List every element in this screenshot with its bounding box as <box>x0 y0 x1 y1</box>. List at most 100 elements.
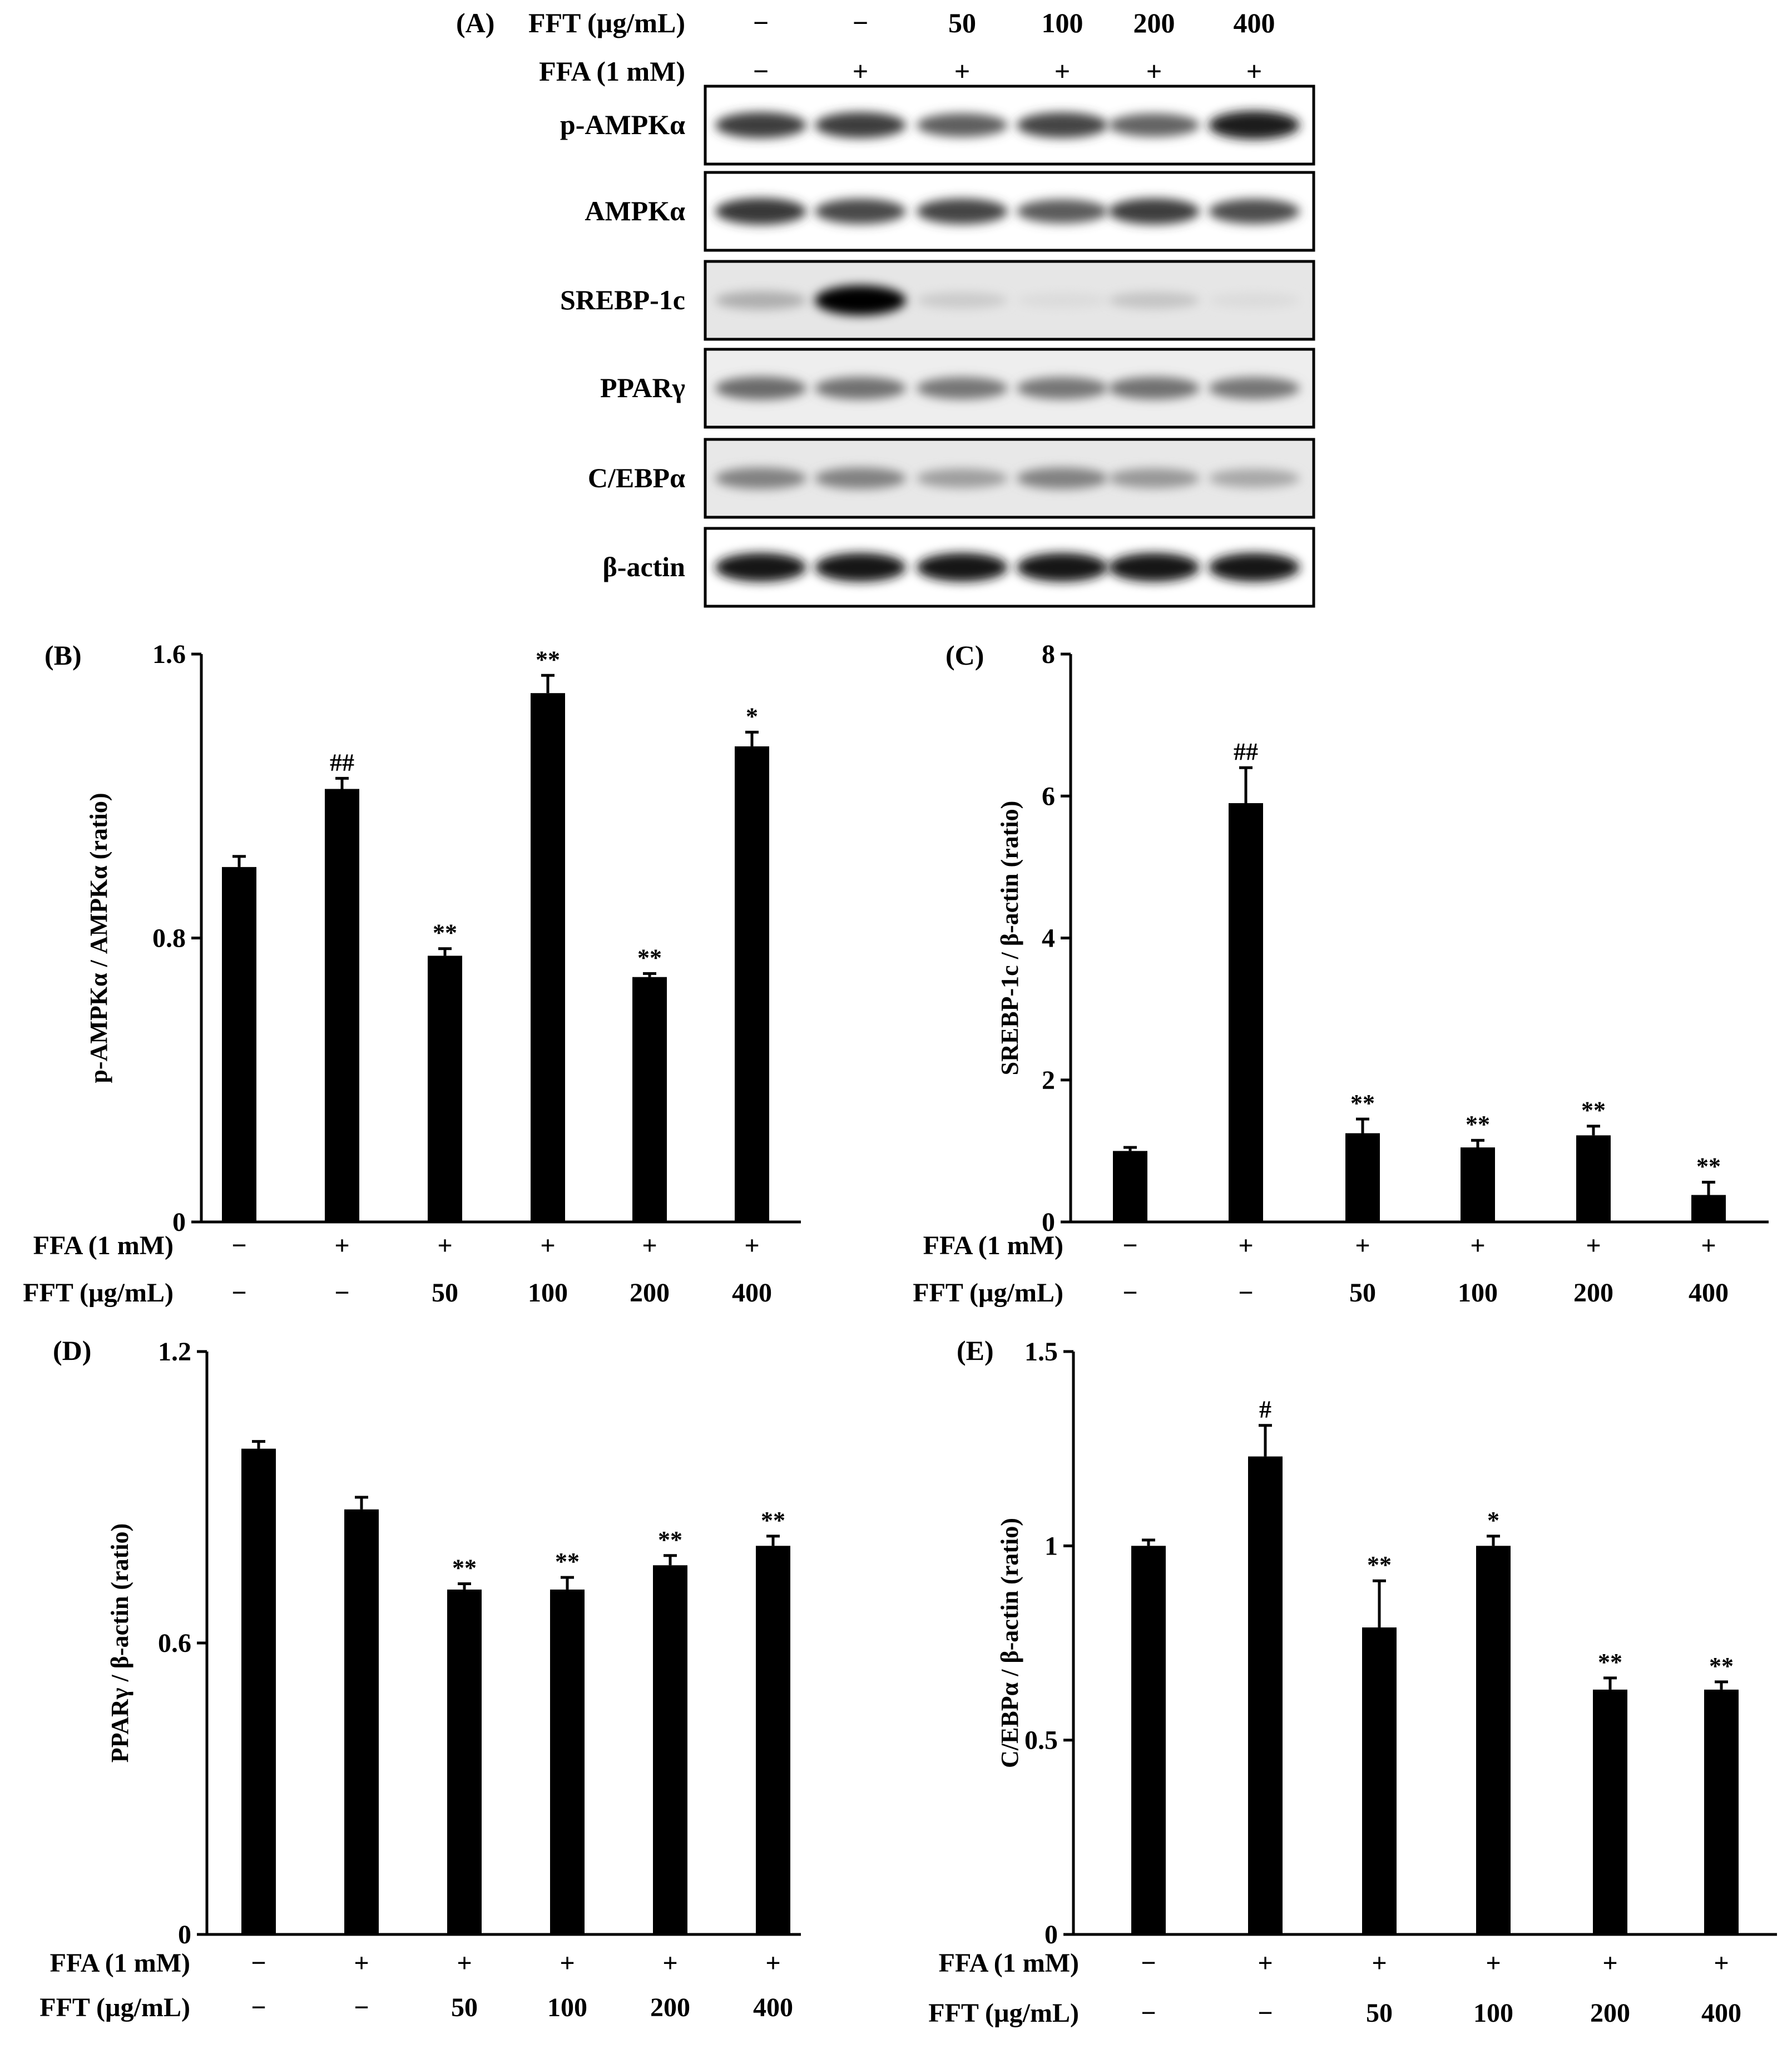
panel-label: (D) <box>53 1335 91 1366</box>
blot-header-fft-title: FFT (µg/mL) <box>528 7 685 38</box>
y-tick-label: 0.6 <box>158 1629 191 1658</box>
blot-band <box>815 199 906 224</box>
blot-band <box>715 553 806 582</box>
blot-label: p-AMPKα <box>560 109 685 140</box>
blot-band <box>715 467 806 489</box>
condition-value: − <box>231 1278 246 1308</box>
blot-row: AMPKα <box>585 171 1315 252</box>
condition-value: + <box>1602 1948 1617 1978</box>
blot-band <box>1017 112 1108 138</box>
condition-value: 50 <box>1349 1278 1376 1308</box>
significance-marker: ** <box>1466 1111 1490 1138</box>
bar <box>344 1509 379 1934</box>
bar <box>1461 1147 1495 1222</box>
condition-value: + <box>765 1948 780 1978</box>
y-tick-label: 1.2 <box>158 1337 191 1367</box>
y-tick-label: 1.5 <box>1024 1337 1058 1367</box>
condition-title: FFA (1 mM) <box>33 1231 174 1260</box>
blot-band <box>815 112 906 138</box>
blot-band <box>1209 199 1300 224</box>
panel-a-label: (A) <box>456 7 494 38</box>
significance-marker: # <box>1259 1396 1271 1423</box>
condition-value: 100 <box>547 1993 587 2022</box>
condition-value: 400 <box>1701 1998 1741 2028</box>
condition-value: 50 <box>1366 1998 1393 2028</box>
bar <box>632 977 667 1222</box>
bar <box>428 956 462 1222</box>
chart-panel: (D) 0 0.6 1.2 PPARγ / β-actin (ratio) ** ** ** *… <box>39 1335 801 2022</box>
panel-label: (E) <box>957 1335 994 1366</box>
blot-header-ffa-title: FFA (1 mM) <box>539 56 685 87</box>
condition-value: − <box>251 1948 266 1978</box>
blot-header-ffa-value: + <box>1246 56 1263 87</box>
significance-marker: ** <box>452 1554 477 1581</box>
condition-title: FFA (1 mM) <box>923 1231 1063 1260</box>
condition-title: FFA (1 mM) <box>939 1948 1079 1978</box>
panel-label: (C) <box>945 640 984 671</box>
blot-band <box>917 113 1008 137</box>
blot-band <box>917 377 1008 399</box>
condition-value: + <box>662 1948 677 1978</box>
blot-header-row-ffa: FFA (1 mM) − + + + + + <box>539 56 1262 87</box>
condition-title: FFT (µg/mL) <box>23 1278 174 1308</box>
condition-value: + <box>1258 1948 1273 1978</box>
blot-band <box>1108 468 1200 488</box>
blot-header-fft-value: 50 <box>948 7 976 38</box>
bar <box>447 1589 482 1934</box>
condition-value: 400 <box>753 1993 793 2022</box>
condition-value: 200 <box>650 1993 690 2022</box>
bar <box>550 1589 585 1934</box>
bar <box>1362 1627 1397 1934</box>
significance-marker: ** <box>1581 1097 1606 1124</box>
bar-chart-panels: (B)00.81.6p-AMPKα / AMPKα (ratio)##*****… <box>23 640 1777 2028</box>
blot-band <box>1017 467 1108 489</box>
condition-value: − <box>1122 1278 1137 1308</box>
condition-title: FFT (µg/mL) <box>913 1278 1063 1308</box>
y-tick-label: 0 <box>1042 1207 1055 1237</box>
y-tick-label: 0.8 <box>152 924 186 953</box>
blot-band <box>1209 111 1300 140</box>
chart-panel: (C) 0 2 4 6 8 SREBP-1c / β-actin (ratio) ## ** **… <box>913 640 1769 1308</box>
bar <box>1131 1546 1166 1934</box>
y-tick-label: 6 <box>1042 781 1055 811</box>
condition-value: 100 <box>1473 1998 1513 2028</box>
y-tick-label: 2 <box>1042 1066 1055 1095</box>
western-blot-panel: (A) FFT (µg/mL) − − 50 100 200 400 FFA (… <box>456 7 1315 608</box>
blot-rows: p-AMPKα AMPKα SREBP-1c PPARγ C/EBPα β-actin <box>560 85 1315 608</box>
significance-marker: ** <box>1367 1551 1392 1578</box>
bar <box>531 693 565 1222</box>
bar <box>1248 1456 1283 1934</box>
blot-label: SREBP-1c <box>560 284 685 315</box>
bar <box>222 867 256 1222</box>
condition-value: 200 <box>1590 1998 1630 2028</box>
blot-band <box>1017 553 1108 582</box>
blot-band <box>1209 469 1300 488</box>
blot-label: C/EBPα <box>588 462 685 493</box>
blot-label: AMPKα <box>585 195 685 226</box>
condition-value: + <box>1714 1948 1729 1978</box>
bar <box>1704 1689 1739 1934</box>
blot-header-fft-value: − <box>753 7 769 38</box>
blot-header-ffa-value: + <box>1146 56 1162 87</box>
significance-marker: * <box>1487 1507 1499 1534</box>
condition-value: + <box>1486 1948 1501 1978</box>
condition-value: 200 <box>1573 1278 1613 1308</box>
significance-marker: ## <box>330 749 354 776</box>
chart-panel: (B)00.81.6p-AMPKα / AMPKα (ratio)##*****… <box>23 640 801 1308</box>
y-tick-label: 0 <box>178 1920 191 1949</box>
y-tick-label: 0.5 <box>1024 1726 1058 1755</box>
blot-row: C/EBPα <box>588 438 1315 519</box>
y-axis-label: PPARγ / β-actin (ratio) <box>106 1523 133 1763</box>
blot-header-ffa-value: − <box>753 56 769 87</box>
condition-value: + <box>1372 1948 1387 1978</box>
blot-band <box>815 377 906 400</box>
bar <box>1229 803 1263 1222</box>
blot-band <box>815 285 906 315</box>
bar <box>1593 1689 1627 1934</box>
condition-value: + <box>334 1231 349 1260</box>
condition-value: + <box>1586 1231 1601 1260</box>
blot-band <box>1108 291 1200 309</box>
blot-header-ffa-value: + <box>954 56 971 87</box>
bar <box>1691 1195 1726 1222</box>
significance-marker: ** <box>1709 1652 1734 1680</box>
